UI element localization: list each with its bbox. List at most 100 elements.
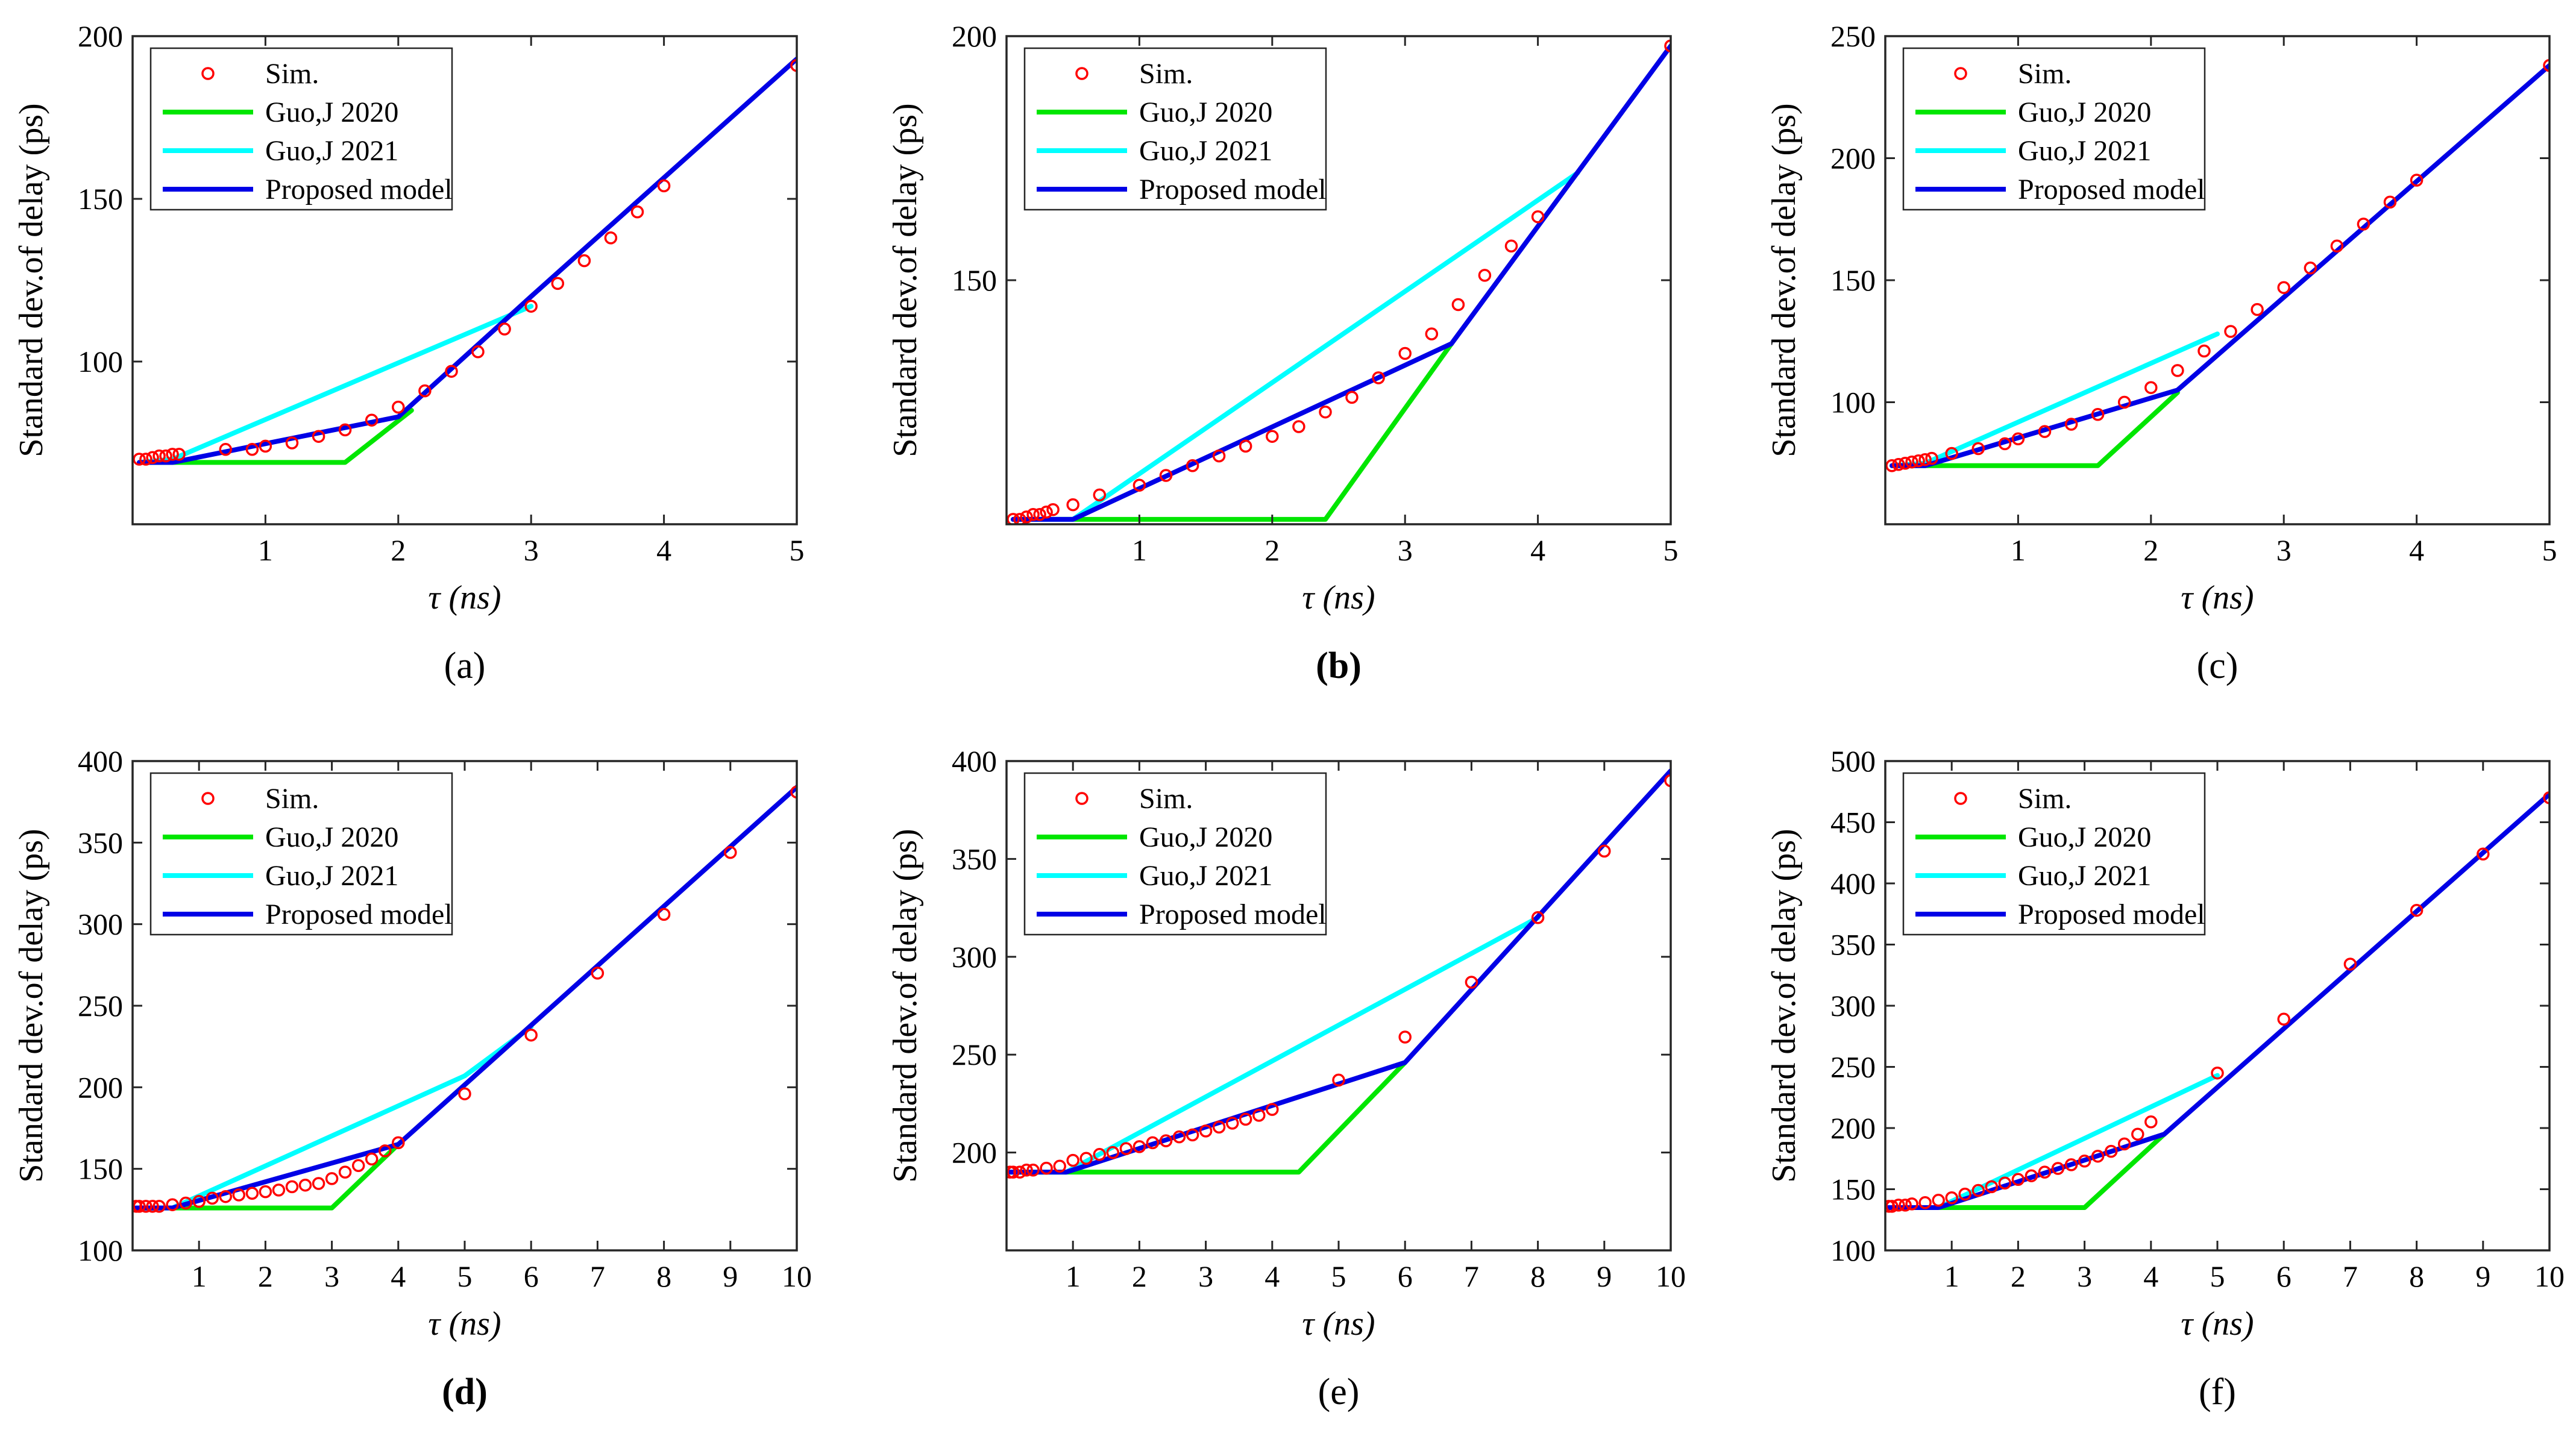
sim-data-point bbox=[524, 1028, 538, 1042]
sim-data-point bbox=[351, 1159, 365, 1173]
y-tick-label: 200 bbox=[1830, 142, 1876, 175]
sim-data-point bbox=[1066, 498, 1079, 512]
sim-data-point bbox=[1106, 1146, 1120, 1159]
sim-data-point bbox=[2330, 239, 2344, 253]
x-tick-label: 1 bbox=[1944, 1259, 1959, 1293]
y-tick-label: 300 bbox=[952, 940, 997, 974]
sim-data-point bbox=[1918, 453, 1932, 466]
sim-data-point bbox=[1093, 1148, 1107, 1161]
x-axis-label: τ (ns) bbox=[2181, 1305, 2254, 1343]
x-tick-label: 2 bbox=[1132, 1259, 1147, 1293]
y-axis-label: Standard dev.of delay (ps) bbox=[1765, 829, 1803, 1182]
x-axis-label: τ (ns) bbox=[1302, 579, 1375, 616]
sim-data-point bbox=[790, 58, 797, 72]
sim-data-point bbox=[2091, 408, 2105, 421]
legend-entry-label: Guo,J 2020 bbox=[2018, 96, 2151, 128]
sim-data-point bbox=[133, 1200, 146, 1213]
x-tick-label: 6 bbox=[524, 1259, 539, 1293]
sim-data-point bbox=[259, 439, 272, 453]
legend-marker-sim bbox=[1954, 792, 1967, 805]
y-tick-label: 250 bbox=[952, 1038, 997, 1071]
series-line-guo-j-2020 bbox=[1007, 1060, 1408, 1175]
sim-data-point bbox=[1225, 1117, 1239, 1130]
data-layer bbox=[1885, 58, 2549, 472]
x-tick-label: 10 bbox=[2534, 1259, 2565, 1293]
x-tick-label: 6 bbox=[1398, 1259, 1413, 1293]
y-tick-label: 150 bbox=[78, 182, 123, 216]
sim-data-point bbox=[1132, 1140, 1146, 1153]
sim-data-point bbox=[2117, 395, 2131, 409]
panel-caption: (d) bbox=[442, 1371, 488, 1412]
sim-data-point bbox=[152, 1200, 166, 1213]
sim-data-point bbox=[133, 453, 146, 466]
sim-data-point bbox=[206, 1191, 219, 1205]
sim-data-point bbox=[2038, 425, 2052, 438]
legend-box bbox=[1902, 772, 2206, 936]
y-tick-label: 350 bbox=[1830, 928, 1876, 962]
x-tick-label: 7 bbox=[2343, 1259, 2358, 1293]
chart-panel-e: 1 2 3 4 5 6 7 8 9 10 200 250 300 350 400 τ (ns) Standard… bbox=[887, 744, 1686, 1412]
sim-data-point bbox=[1239, 1112, 1252, 1126]
legend-entry-label: Guo,J 2020 bbox=[265, 96, 398, 128]
sim-data-point bbox=[379, 1144, 392, 1158]
sim-data-point bbox=[2197, 344, 2211, 358]
x-tick-label: 2 bbox=[391, 533, 406, 567]
data-layer bbox=[1885, 791, 2549, 1213]
sim-data-point bbox=[1971, 1183, 1985, 1197]
panel-caption: (a) bbox=[444, 645, 486, 686]
x-tick-label: 4 bbox=[391, 1259, 406, 1293]
sim-data-point bbox=[1212, 1120, 1226, 1134]
sim-data-point bbox=[1093, 488, 1107, 502]
legend: Sim. Guo,J 2020 Guo,J 2021 Proposed model bbox=[149, 772, 453, 936]
sim-data-point bbox=[1918, 1196, 1932, 1209]
y-tick-label: 100 bbox=[78, 345, 123, 378]
data-layer bbox=[133, 56, 797, 466]
sim-data-point bbox=[1958, 1187, 1971, 1201]
sim-data-point bbox=[166, 1198, 179, 1211]
series-line-proposed-model bbox=[1886, 791, 2549, 1210]
y-axis-label: Standard dev.of delay (ps) bbox=[887, 829, 924, 1182]
sim-data-point bbox=[146, 451, 159, 465]
x-tick-label: 3 bbox=[2077, 1259, 2092, 1293]
y-tick-label: 500 bbox=[1830, 744, 1876, 778]
data-layer bbox=[133, 785, 797, 1213]
legend-entry-label: Sim. bbox=[265, 58, 319, 90]
sim-data-point bbox=[1079, 1152, 1093, 1165]
series-line-guo-j-2020 bbox=[1890, 390, 2180, 468]
sim-data-point bbox=[1007, 1165, 1020, 1179]
sim-data-point bbox=[1451, 298, 1465, 312]
chart-panel-c: 1 2 3 4 5 100 150 200 250 τ (ns) Standard dev.of d… bbox=[1765, 19, 2557, 686]
sim-data-point bbox=[2410, 903, 2424, 917]
sim-data-point bbox=[1892, 1199, 1905, 1212]
legend-marker-sim bbox=[1075, 792, 1089, 805]
sim-data-point bbox=[1066, 1153, 1079, 1167]
sim-data-point bbox=[139, 1200, 152, 1213]
x-tick-label: 2 bbox=[258, 1259, 273, 1293]
legend-entry-label: Guo,J 2021 bbox=[265, 135, 398, 167]
sim-data-point bbox=[1912, 454, 1925, 468]
x-axis-label: τ (ns) bbox=[428, 1305, 501, 1343]
x-tick-label: 9 bbox=[2475, 1259, 2490, 1293]
legend-marker-sim bbox=[1075, 67, 1089, 80]
sim-data-point bbox=[1905, 1197, 1918, 1211]
sim-data-point bbox=[1159, 1134, 1173, 1147]
sim-data-point bbox=[1046, 503, 1060, 516]
sim-data-point bbox=[2277, 1012, 2290, 1026]
sim-data-point bbox=[1252, 1109, 1266, 1122]
sim-data-point bbox=[1664, 39, 1671, 52]
y-tick-label: 250 bbox=[1830, 19, 1876, 53]
series-line-guo-j-2020 bbox=[137, 408, 414, 465]
sim-data-point bbox=[2051, 1162, 2065, 1175]
x-tick-label: 7 bbox=[1464, 1259, 1479, 1293]
sim-data-point bbox=[471, 345, 485, 359]
legend-marker-sim bbox=[201, 792, 215, 805]
sim-data-point bbox=[2064, 418, 2078, 431]
sim-data-point bbox=[232, 1188, 246, 1202]
sim-data-point bbox=[1013, 513, 1026, 524]
sim-data-point bbox=[1425, 327, 1439, 340]
sim-data-point bbox=[1998, 1176, 2012, 1190]
sim-data-point bbox=[2224, 325, 2237, 338]
sim-data-point bbox=[1186, 1128, 1199, 1142]
legend-entry-label: Guo,J 2020 bbox=[265, 821, 398, 853]
